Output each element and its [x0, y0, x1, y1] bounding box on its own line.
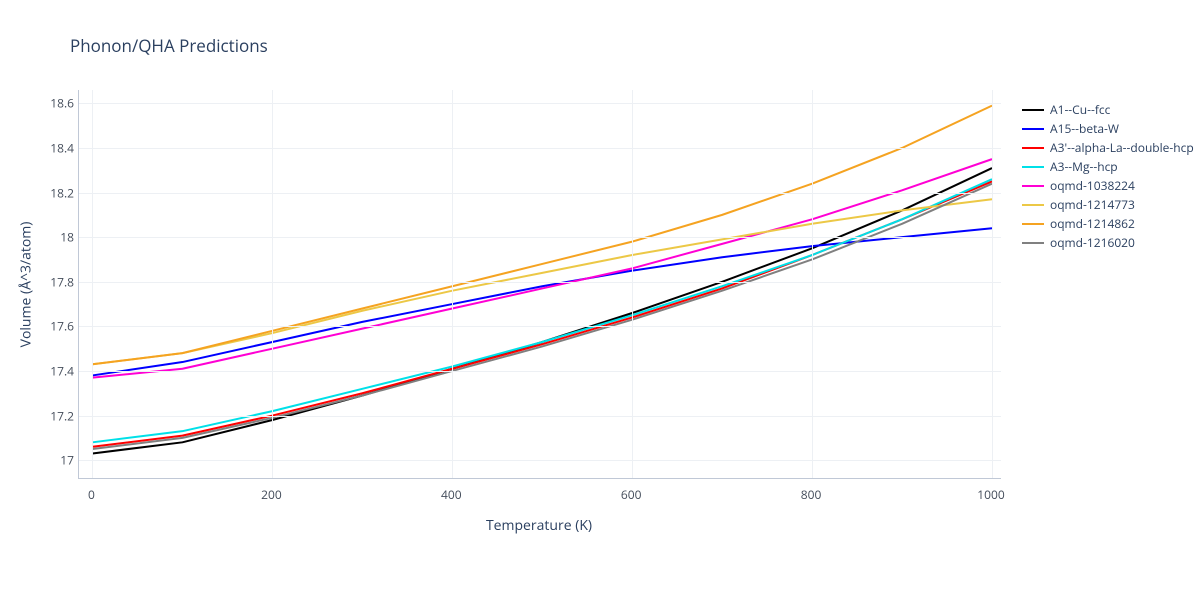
gridline-h: [79, 460, 1001, 461]
y-tick-label: 17: [44, 452, 74, 469]
chart-root: Phonon/QHA Predictions Volume (Å^3/atom)…: [0, 0, 1200, 600]
y-tick-label: 18.6: [44, 95, 74, 112]
gridline-h: [79, 326, 1001, 327]
legend-item[interactable]: oqmd-1038224: [1022, 176, 1194, 195]
y-axis-label: Volume (Å^3/atom): [17, 221, 36, 347]
legend-swatch: [1022, 242, 1044, 244]
legend: A1--Cu--fcc A15--beta-W A3'--alpha-La--dou…: [1022, 100, 1194, 252]
y-tick-label: 18: [44, 229, 74, 246]
legend-swatch: [1022, 166, 1044, 168]
legend-item[interactable]: oqmd-1214862: [1022, 214, 1194, 233]
x-axis-label: Temperature (K): [78, 516, 1000, 535]
gridline-h: [79, 103, 1001, 104]
x-tick-label: 0: [88, 486, 95, 503]
legend-label: oqmd-1216020: [1050, 234, 1135, 251]
legend-swatch: [1022, 147, 1044, 149]
series-line[interactable]: [92, 184, 992, 449]
x-tick-label: 800: [801, 486, 822, 503]
legend-item[interactable]: A15--beta-W: [1022, 119, 1194, 138]
gridline-h: [79, 148, 1001, 149]
legend-item[interactable]: A3--Mg--hcp: [1022, 157, 1194, 176]
series-line[interactable]: [92, 179, 992, 442]
y-tick-label: 17.8: [44, 273, 74, 290]
gridline-h: [79, 282, 1001, 283]
gridline-h: [79, 416, 1001, 417]
legend-item[interactable]: A3'--alpha-La--double-hcp: [1022, 138, 1194, 157]
y-tick-label: 18.4: [44, 139, 74, 156]
legend-item[interactable]: A1--Cu--fcc: [1022, 100, 1194, 119]
x-tick-label: 400: [441, 486, 462, 503]
gridline-h: [79, 193, 1001, 194]
series-line[interactable]: [92, 168, 992, 453]
legend-swatch: [1022, 185, 1044, 187]
legend-item[interactable]: oqmd-1216020: [1022, 233, 1194, 252]
legend-label: A3--Mg--hcp: [1050, 158, 1118, 175]
legend-label: oqmd-1214773: [1050, 196, 1135, 213]
legend-label: oqmd-1214862: [1050, 215, 1135, 232]
chart-title: Phonon/QHA Predictions: [70, 34, 268, 57]
y-tick-label: 18.2: [44, 184, 74, 201]
legend-swatch: [1022, 204, 1044, 206]
legend-label: A3'--alpha-La--double-hcp: [1050, 139, 1194, 156]
gridline-h: [79, 371, 1001, 372]
legend-label: A15--beta-W: [1050, 120, 1119, 137]
series-line[interactable]: [92, 228, 992, 375]
x-tick-label: 1000: [977, 486, 1004, 503]
y-tick-label: 17.4: [44, 362, 74, 379]
gridline-h: [79, 237, 1001, 238]
y-axis-label-wrap: Volume (Å^3/atom): [16, 90, 36, 478]
legend-label: A1--Cu--fcc: [1050, 101, 1110, 118]
legend-item[interactable]: oqmd-1214773: [1022, 195, 1194, 214]
x-tick-label: 600: [621, 486, 642, 503]
y-tick-label: 17.6: [44, 318, 74, 335]
y-tick-label: 17.2: [44, 407, 74, 424]
plot-area: [78, 90, 1001, 479]
legend-label: oqmd-1038224: [1050, 177, 1135, 194]
x-tick-label: 200: [261, 486, 282, 503]
legend-swatch: [1022, 128, 1044, 130]
legend-swatch: [1022, 223, 1044, 225]
legend-swatch: [1022, 109, 1044, 111]
series-line[interactable]: [92, 181, 992, 446]
